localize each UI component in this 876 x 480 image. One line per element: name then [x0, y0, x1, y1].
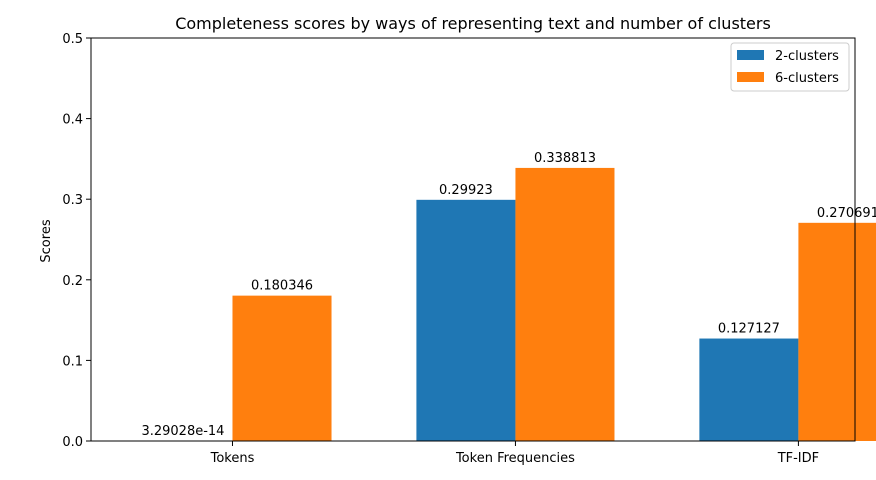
legend-label-2-clusters: 2-clusters — [775, 49, 839, 64]
y-tick-label: 0.5 — [62, 32, 83, 47]
x-tick-label: Token Frequencies — [455, 451, 575, 466]
data-label: 0.180346 — [251, 279, 313, 294]
x-axis: Tokens Token Frequencies TF-IDF — [210, 441, 819, 466]
data-labels: 3.29028e-14 0.180346 0.29923 0.338813 0.1271… — [141, 151, 876, 439]
y-axis: 0.0 0.1 0.2 0.3 0.4 0.5 — [62, 32, 91, 450]
data-label: 0.270691 — [817, 206, 876, 221]
y-tick-label: 0.1 — [62, 354, 83, 369]
bar-2-clusters-1 — [416, 199, 516, 441]
legend-swatch-6-clusters — [737, 72, 764, 82]
y-axis-label: Scores — [39, 219, 54, 262]
data-label: 0.29923 — [439, 183, 493, 198]
data-label: 3.29028e-14 — [141, 424, 224, 439]
bar-2-clusters-2 — [699, 338, 799, 441]
bars — [232, 167, 876, 441]
bar-6-clusters-2 — [798, 222, 876, 441]
legend-label-6-clusters: 6-clusters — [775, 71, 839, 86]
y-tick-label: 0.0 — [62, 435, 83, 450]
x-tick-label: TF-IDF — [777, 451, 819, 466]
data-label: 0.127127 — [718, 322, 780, 337]
legend: 2-clusters 6-clusters — [730, 42, 850, 92]
data-label: 0.338813 — [534, 151, 596, 166]
plot-frame — [90, 37, 856, 442]
x-tick-label: Tokens — [210, 451, 255, 466]
y-tick-label: 0.2 — [62, 274, 83, 289]
y-tick-label: 0.3 — [62, 193, 83, 208]
chart-title: Completeness scores by ways of represent… — [175, 14, 771, 33]
bar-6-clusters-1 — [515, 167, 615, 441]
legend-swatch-2-clusters — [737, 50, 764, 60]
y-tick-label: 0.4 — [62, 113, 83, 128]
bar-6-clusters-0 — [232, 295, 332, 441]
